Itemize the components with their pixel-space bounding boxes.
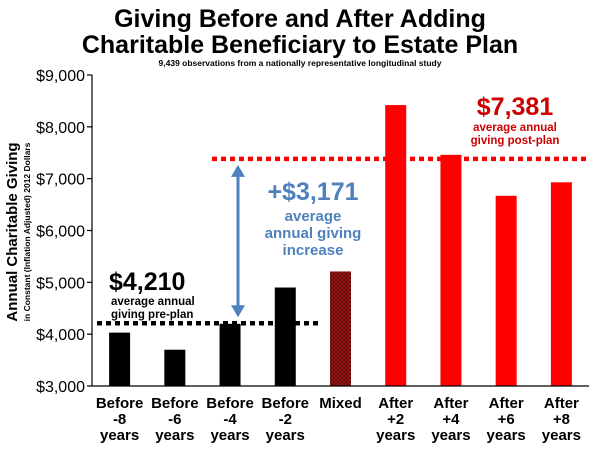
bar-post: [385, 105, 407, 387]
x-tick-label: years: [210, 427, 249, 444]
x-tick-label: Before: [206, 395, 254, 412]
increase-label-line2: annual giving: [265, 225, 362, 242]
y-tick-label: $7,000: [36, 172, 85, 189]
x-tick-label: -8: [113, 411, 126, 428]
x-tick-label: After: [544, 395, 579, 412]
x-tick-label: -6: [168, 411, 181, 428]
y-tick-label: $9,000: [36, 68, 85, 85]
x-tick-label: Mixed: [319, 395, 362, 412]
x-tick-label: +2: [387, 411, 404, 428]
x-tick-label: years: [431, 427, 470, 444]
x-tick-label: Before: [262, 395, 310, 412]
x-tick-label: After: [378, 395, 413, 412]
x-tick-label: Before: [96, 395, 144, 412]
y-tick-label: $5,000: [36, 275, 85, 292]
increase-label-line3: increase: [283, 242, 344, 259]
x-tick-label: Before: [151, 395, 199, 412]
chart-title-line1: Giving Before and After Adding: [114, 5, 486, 33]
increase-label-line1: average: [285, 208, 342, 225]
post-plan-label-line1: average annual: [473, 122, 557, 134]
increase-arrow: [231, 164, 245, 318]
post-plan-label-line2: giving post-plan: [471, 135, 560, 147]
bar-post: [550, 182, 572, 386]
x-tick-label: After: [433, 395, 468, 412]
bar-pre: [274, 287, 296, 386]
chart-subtitle: 9,439 observations from a nationally rep…: [159, 58, 442, 68]
bars: [109, 105, 572, 387]
x-tick-label: years: [155, 427, 194, 444]
bar-pre: [219, 323, 241, 386]
x-tick-label: years: [266, 427, 305, 444]
x-tick-label: +6: [498, 411, 515, 428]
y-tick-label: $4,000: [36, 327, 85, 344]
x-tick-label: -2: [279, 411, 292, 428]
bar-pre: [109, 332, 131, 386]
pre-plan-label-line2: giving pre-plan: [111, 309, 193, 321]
post-plan-amount: $7,381: [477, 93, 554, 121]
y-tick-label: $3,000: [36, 379, 85, 396]
pre-plan-label-line1: average annual: [111, 296, 195, 308]
x-tick-label: years: [542, 427, 581, 444]
x-tick-label: +4: [442, 411, 460, 428]
x-tick-labels: Before-8yearsBefore-6yearsBefore-4yearsB…: [96, 395, 581, 444]
chart-title-line2: Charitable Beneficiary to Estate Plan: [82, 31, 518, 59]
y-tick-label: $8,000: [36, 120, 85, 137]
pre-plan-amount: $4,210: [109, 268, 185, 296]
x-tick-label: After: [489, 395, 524, 412]
x-tick-label: +8: [553, 411, 570, 428]
x-tick-label: years: [376, 427, 415, 444]
x-tick-label: years: [487, 427, 526, 444]
y-axis-sublabel: in Constant (Inflation Adjusted) 2012 Do…: [22, 142, 32, 321]
y-axis-label: Annual Charitable Giving: [4, 142, 21, 321]
bar-post: [440, 154, 462, 386]
y-tick-label: $6,000: [36, 224, 85, 241]
increase-amount: +$3,171: [267, 178, 358, 206]
y-tick-labels: $3,000 $4,000 $5,000 $6,000 $7,000 $8,000 $9,0…: [36, 68, 92, 396]
x-tick-label: years: [100, 427, 139, 444]
bar-pre: [164, 349, 186, 386]
bar-mixed: [330, 271, 351, 386]
x-tick-label: -4: [223, 411, 237, 428]
bar-post: [495, 195, 517, 386]
